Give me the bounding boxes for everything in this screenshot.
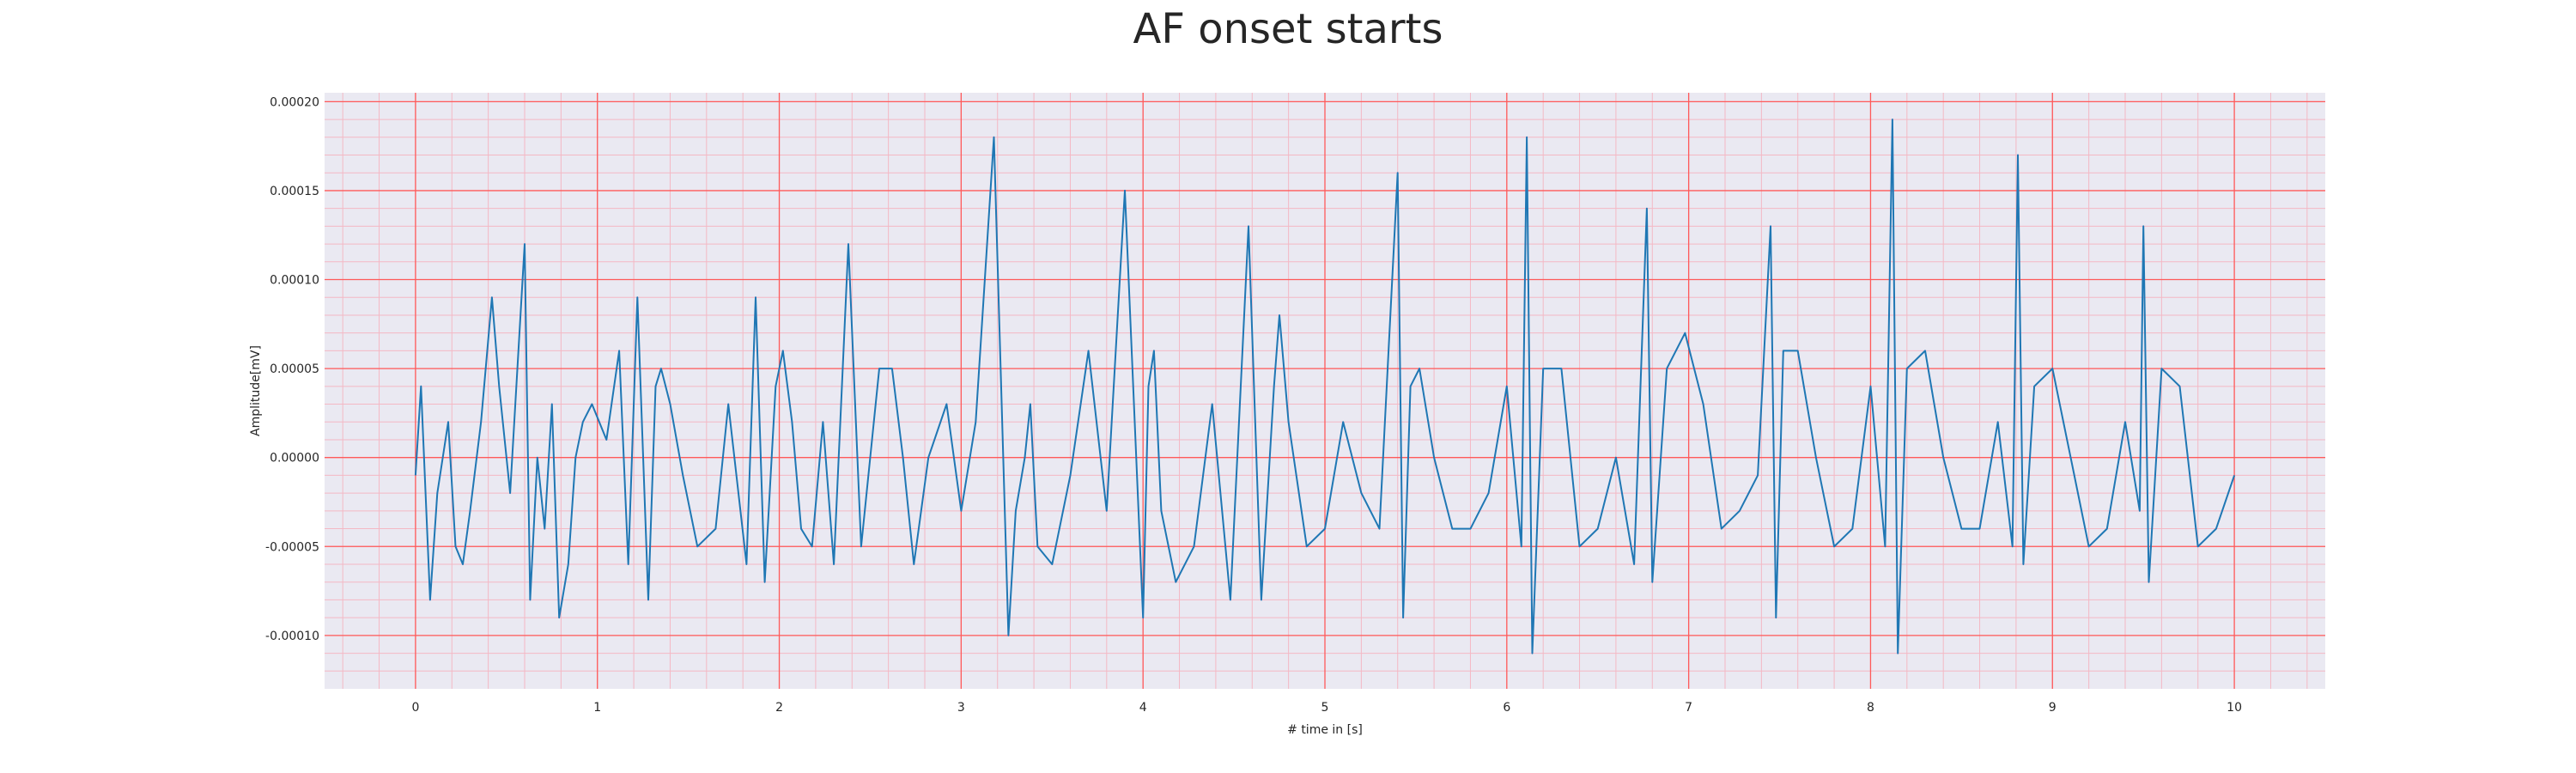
x-axis-ticks: 0 1 2 3 4 5 6 7 8 9 10 xyxy=(411,701,2242,715)
y-tick-label: -0.00005 xyxy=(265,540,319,554)
y-tick-label: 0.00005 xyxy=(270,362,319,376)
x-tick-label: 6 xyxy=(1503,701,1510,715)
x-tick-label: 0 xyxy=(411,701,419,715)
y-tick-label: -0.00010 xyxy=(265,630,319,643)
y-axis-ticks: -0.00010 -0.00005 0.00000 0.00005 0.00010 0.0… xyxy=(265,95,319,642)
y-tick-label: 0.00010 xyxy=(270,274,319,288)
x-tick-label: 3 xyxy=(957,701,965,715)
x-tick-label: 7 xyxy=(1685,701,1692,715)
y-axis-label: Amplitude[mV] xyxy=(249,345,263,436)
x-axis-label: # time in [s] xyxy=(1287,723,1363,737)
x-tick-label: 1 xyxy=(593,701,601,715)
y-tick-label: 0.00015 xyxy=(270,185,319,198)
x-tick-label: 5 xyxy=(1321,701,1329,715)
x-tick-label: 2 xyxy=(775,701,783,715)
x-tick-label: 10 xyxy=(2227,701,2242,715)
ecg-series-line xyxy=(414,119,2236,654)
y-tick-label: 0.00000 xyxy=(270,452,319,466)
major-grid xyxy=(325,93,2325,689)
y-tick-label: 0.00020 xyxy=(270,95,319,109)
x-tick-label: 4 xyxy=(1139,701,1147,715)
chart-title: AF onset starts xyxy=(1133,5,1443,53)
x-tick-label: 8 xyxy=(1867,701,1874,715)
x-tick-label: 9 xyxy=(2049,701,2057,715)
